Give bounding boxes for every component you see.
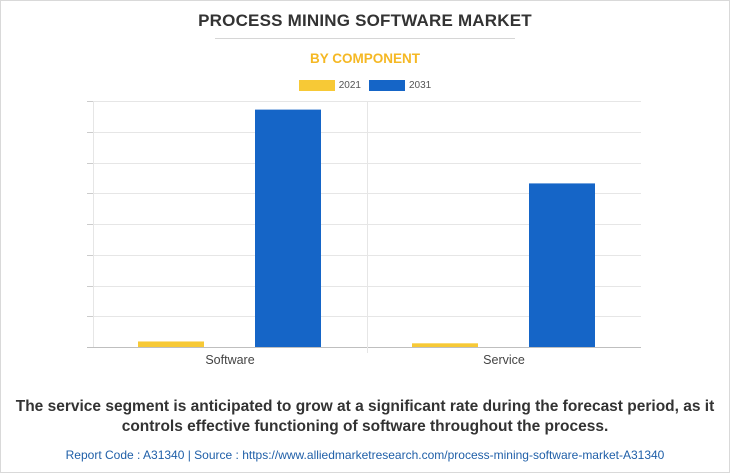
legend-swatch-2031: [369, 80, 405, 91]
report-source-footer[interactable]: Report Code : A31340 | Source : https://…: [65, 448, 665, 462]
title-divider: [215, 38, 515, 39]
bar-service-2021: [412, 343, 478, 347]
x-axis: Software Service: [205, 353, 525, 367]
bar-service-2031: [529, 183, 595, 347]
legend-swatch-2021: [298, 80, 335, 91]
bar-software-2021: [138, 341, 204, 347]
legend: 2021 2031: [0, 80, 730, 91]
legend-label-2021: 2021: [338, 80, 361, 91]
bar-software-2031: [255, 109, 321, 347]
x-tick-label-service: Service: [483, 353, 525, 367]
bars: [138, 109, 595, 347]
bar-chart: Software Service: [87, 101, 641, 367]
chart-subtitle: BY COMPONENT: [309, 51, 420, 66]
chart-title: PROCESS MINING SOFTWARE MARKET: [198, 11, 532, 30]
legend-label-2031: 2031: [409, 80, 432, 91]
chart-caption: The service segment is anticipated to gr…: [15, 398, 715, 435]
x-tick-label-software: Software: [205, 353, 254, 367]
legend-item-2031[interactable]: 2031: [369, 80, 431, 91]
legend-item-2021[interactable]: 2021: [298, 80, 361, 91]
